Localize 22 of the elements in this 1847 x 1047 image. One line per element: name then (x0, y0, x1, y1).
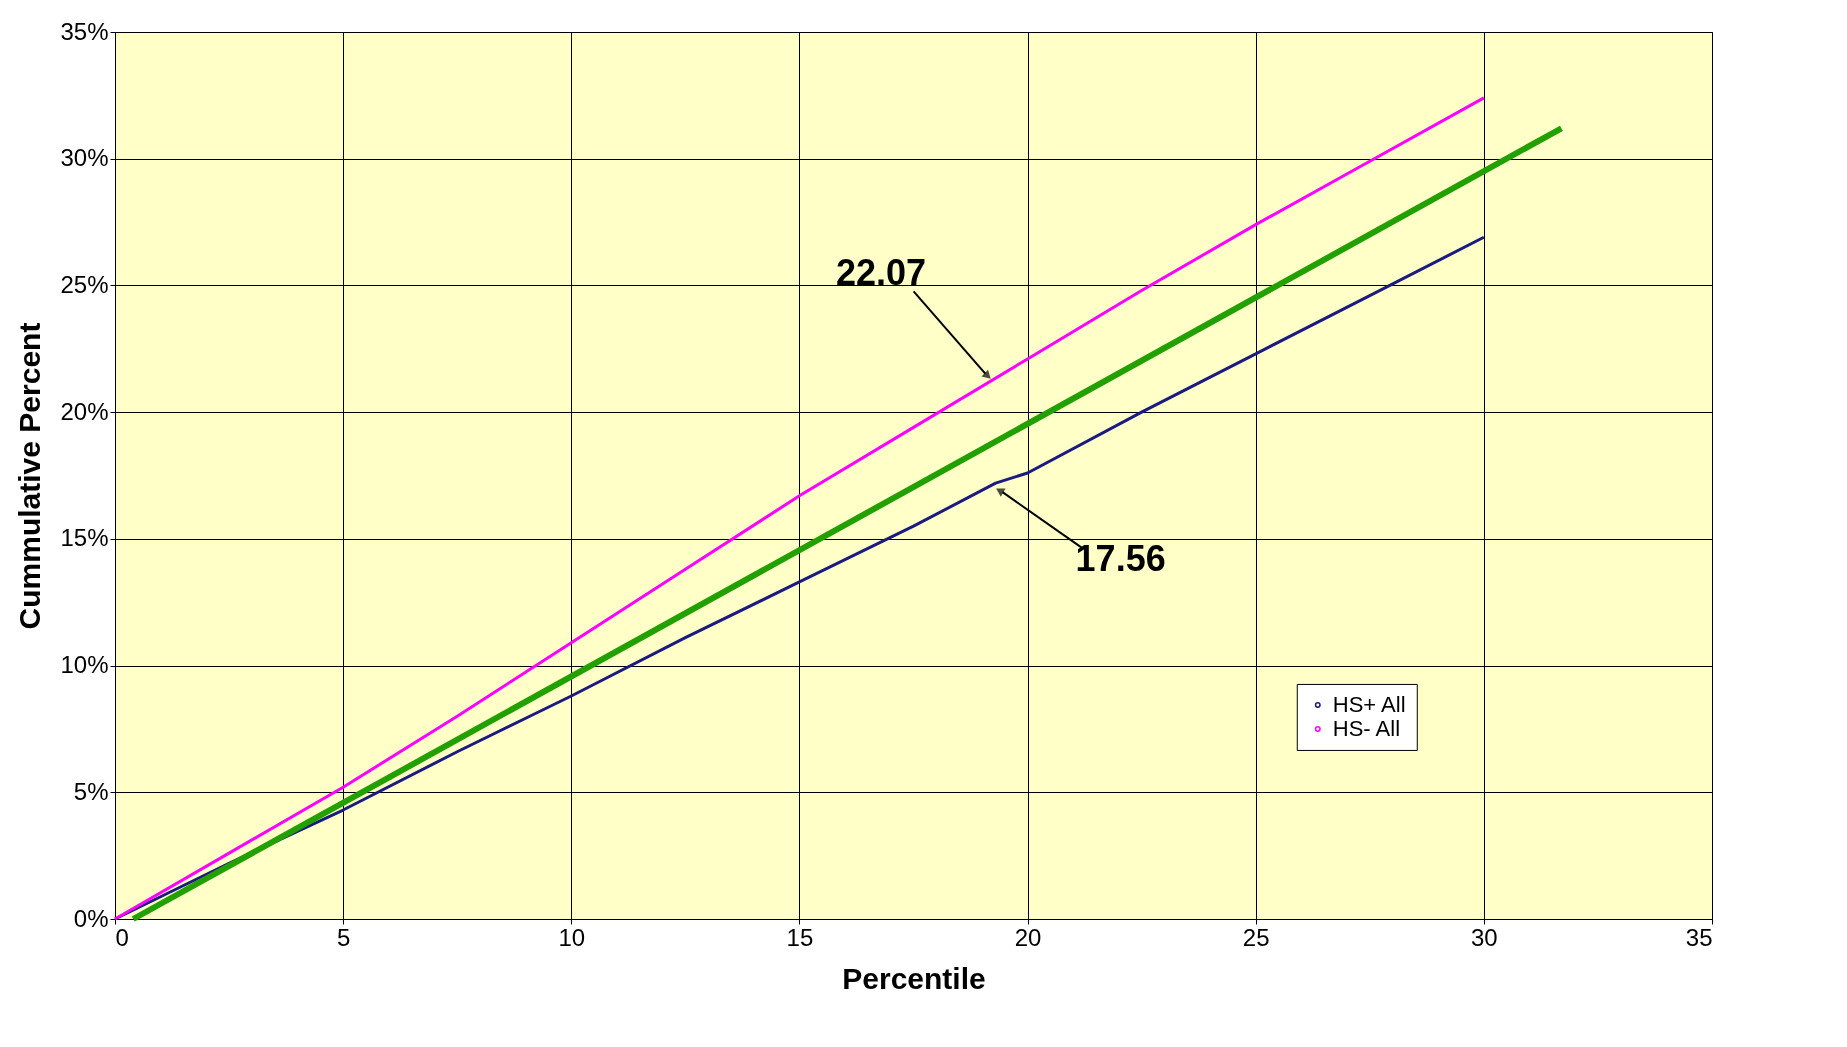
y-tick-label: 15% (60, 524, 109, 552)
x-axis-title: Percentile (842, 961, 986, 995)
x-tick-label: 25 (1242, 923, 1270, 951)
legend-label: HS- All (1332, 715, 1401, 741)
x-tick-label: 0 (115, 923, 129, 951)
y-tick-label: 20% (60, 397, 109, 425)
y-tick-label: 0% (73, 904, 109, 932)
annotation: 17.56 (1075, 538, 1166, 580)
y-tick-label: 30% (60, 144, 109, 172)
x-tick-label: 30 (1471, 923, 1498, 951)
x-tick-label: 5 (336, 923, 351, 951)
annotation: 22.07 (836, 252, 927, 294)
y-tick-label: 35% (60, 17, 109, 45)
y-tick-label: 10% (60, 651, 109, 679)
y-tick-label: 25% (60, 270, 109, 298)
x-tick-label: 20 (1014, 923, 1042, 951)
x-tick-label: 10 (558, 923, 586, 951)
y-axis-title: Cummulative Percent (13, 322, 47, 630)
x-tick-label: 15 (786, 923, 814, 951)
legend-label: HS+ All (1332, 691, 1406, 717)
y-tick-label: 5% (73, 777, 109, 805)
x-tick-label: 35 (1685, 923, 1713, 951)
